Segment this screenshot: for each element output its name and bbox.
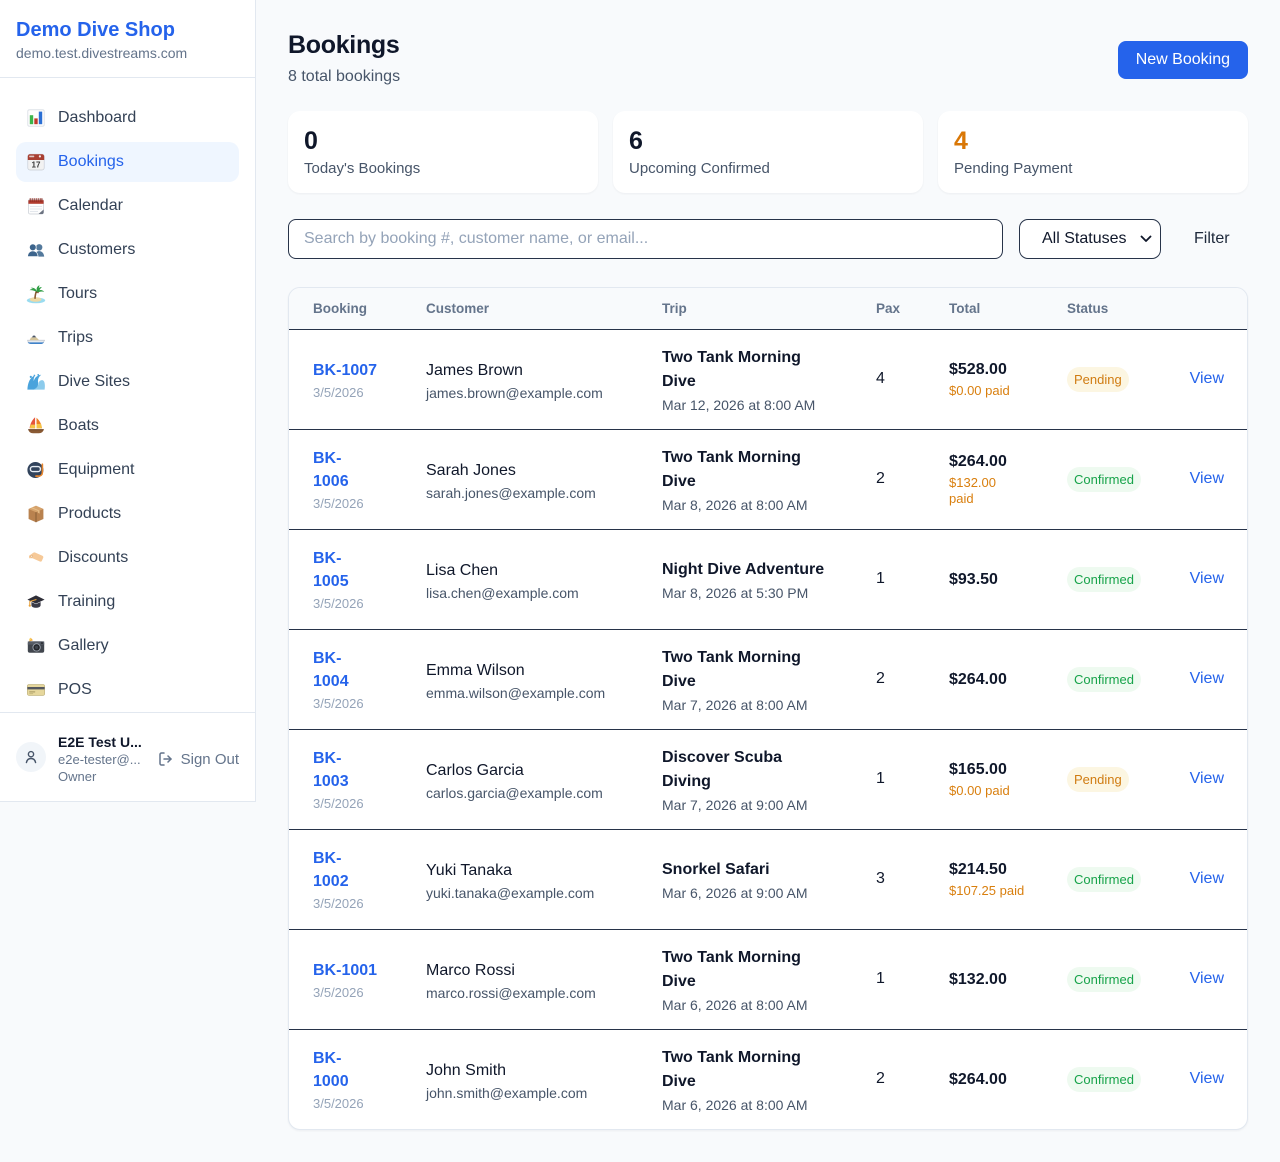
svg-text:17: 17 [32, 161, 41, 170]
